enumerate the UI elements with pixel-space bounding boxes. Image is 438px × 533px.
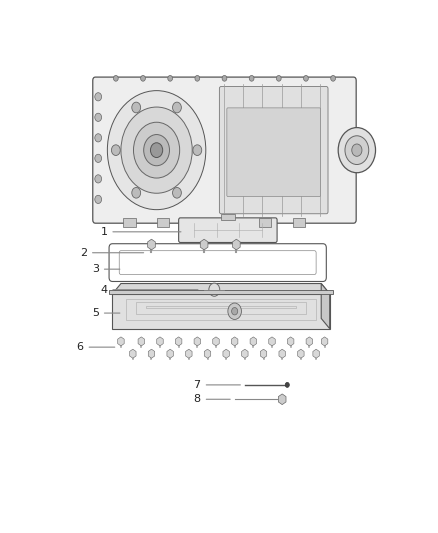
Bar bbox=[146, 306, 296, 308]
Circle shape bbox=[249, 76, 254, 81]
Circle shape bbox=[144, 134, 170, 166]
Circle shape bbox=[228, 303, 241, 319]
Circle shape bbox=[168, 76, 173, 81]
Circle shape bbox=[113, 76, 118, 81]
Circle shape bbox=[304, 76, 308, 81]
Text: 1: 1 bbox=[100, 227, 181, 237]
Circle shape bbox=[107, 91, 206, 209]
Circle shape bbox=[95, 195, 102, 204]
Text: 7: 7 bbox=[194, 380, 240, 390]
Circle shape bbox=[141, 76, 145, 81]
Text: 4: 4 bbox=[100, 285, 198, 295]
Circle shape bbox=[173, 102, 181, 113]
Text: 5: 5 bbox=[92, 308, 120, 318]
FancyBboxPatch shape bbox=[227, 108, 321, 197]
Text: 3: 3 bbox=[92, 264, 120, 274]
Circle shape bbox=[222, 76, 227, 81]
Circle shape bbox=[209, 283, 220, 296]
FancyBboxPatch shape bbox=[219, 86, 328, 214]
Circle shape bbox=[95, 113, 102, 122]
Circle shape bbox=[352, 144, 362, 156]
FancyBboxPatch shape bbox=[93, 77, 356, 223]
Bar bbox=[259, 219, 271, 227]
Circle shape bbox=[95, 134, 102, 142]
Circle shape bbox=[276, 76, 281, 81]
Bar bbox=[221, 214, 235, 220]
Circle shape bbox=[151, 143, 162, 158]
Circle shape bbox=[132, 102, 141, 113]
Circle shape bbox=[121, 107, 192, 193]
Text: 2: 2 bbox=[80, 248, 144, 258]
Polygon shape bbox=[321, 284, 330, 329]
Bar bbox=[136, 302, 306, 314]
Circle shape bbox=[95, 93, 102, 101]
Circle shape bbox=[285, 383, 290, 387]
Circle shape bbox=[132, 188, 141, 198]
Text: 8: 8 bbox=[194, 394, 230, 404]
Bar bbox=[124, 219, 135, 227]
Bar bbox=[126, 298, 316, 320]
Circle shape bbox=[173, 188, 181, 198]
Circle shape bbox=[193, 145, 202, 156]
Circle shape bbox=[111, 145, 120, 156]
Circle shape bbox=[232, 308, 238, 315]
Circle shape bbox=[195, 76, 200, 81]
FancyBboxPatch shape bbox=[179, 218, 277, 243]
Polygon shape bbox=[113, 284, 330, 294]
Bar bbox=[113, 294, 330, 329]
Bar bbox=[109, 289, 333, 294]
Circle shape bbox=[95, 175, 102, 183]
Circle shape bbox=[95, 154, 102, 163]
Bar bbox=[293, 219, 305, 227]
Bar bbox=[157, 219, 170, 227]
Text: 6: 6 bbox=[77, 342, 115, 352]
Circle shape bbox=[331, 76, 336, 81]
Circle shape bbox=[338, 127, 375, 173]
Circle shape bbox=[345, 136, 369, 165]
Circle shape bbox=[134, 122, 180, 178]
